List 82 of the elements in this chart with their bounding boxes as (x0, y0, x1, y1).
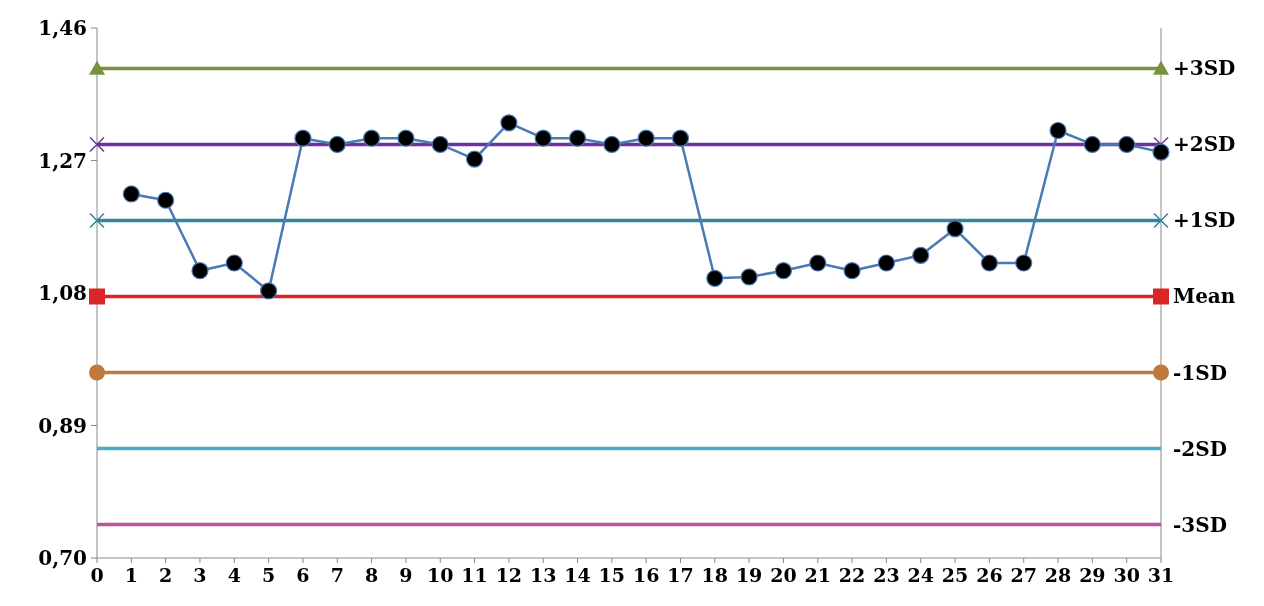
point (225, 254, 243, 272)
point (1153, 364, 1169, 381)
point (260, 282, 278, 300)
point (328, 135, 346, 154)
x-tick-label: 26 (976, 564, 1003, 586)
x-tick-label: 12 (495, 564, 523, 586)
point (157, 191, 175, 209)
x-tick-label: 15 (598, 564, 626, 586)
point (843, 262, 861, 280)
x-tick-label: 24 (907, 564, 934, 586)
series-label: Mean (1173, 284, 1236, 309)
point (122, 185, 140, 203)
point (89, 364, 105, 381)
point (637, 129, 655, 147)
point (1118, 135, 1136, 154)
x-tick-label: 17 (667, 564, 694, 586)
x-tick-label: 13 (529, 564, 557, 586)
point (191, 262, 209, 280)
point (465, 150, 484, 168)
x-tick-label: 1 (124, 564, 138, 586)
x-tick-label: 25 (941, 564, 969, 586)
x-tick-label: 10 (427, 564, 454, 586)
x-tick-label: 22 (838, 564, 866, 586)
x-tick-label: 0 (90, 564, 104, 586)
point (1015, 254, 1033, 272)
point (568, 129, 587, 147)
x-tick-label: 29 (1079, 564, 1106, 586)
x-tick-label: 20 (770, 564, 797, 586)
point (397, 129, 415, 147)
series-label: -1SD (1173, 360, 1228, 385)
series-label: -2SD (1173, 436, 1228, 461)
x-tick-label: 2 (159, 564, 173, 586)
x-tick-label: 28 (1044, 564, 1072, 586)
x-tick-label: 3 (193, 564, 207, 586)
x-tick-label: 18 (701, 564, 729, 586)
point (89, 212, 105, 229)
y-tick-label: 1,08 (38, 281, 87, 305)
x-tick-label: 4 (227, 564, 241, 586)
x-tick-label: 23 (873, 564, 900, 586)
point (431, 135, 449, 154)
point (706, 269, 724, 287)
series-label: +3SD (1173, 56, 1236, 81)
x-tick-label: 14 (564, 564, 591, 586)
point (1049, 121, 1067, 140)
point (603, 135, 621, 154)
point (534, 129, 552, 147)
point (1153, 212, 1169, 229)
point (89, 288, 105, 305)
y-tick-label: 0,70 (38, 546, 87, 570)
y-tick-label: 1,46 (38, 16, 87, 40)
y-tick-label: 0,89 (38, 413, 87, 438)
series-label: -3SD (1173, 512, 1228, 537)
point (809, 254, 827, 272)
x-tick-label: 16 (632, 564, 660, 586)
point (1152, 143, 1170, 161)
point (671, 129, 690, 147)
point (980, 254, 998, 272)
y-tick-label: 1,27 (38, 148, 87, 173)
point (362, 129, 381, 147)
series-label: +2SD (1173, 132, 1236, 157)
point (877, 254, 896, 272)
point (740, 268, 758, 286)
x-tick-label: 27 (1010, 564, 1037, 586)
x-tick-label: 31 (1147, 564, 1175, 586)
x-tick-label: 6 (296, 564, 310, 586)
x-tick-label: 21 (804, 564, 831, 586)
x-tick-label: 9 (399, 564, 413, 586)
x-tick-label: 7 (330, 564, 344, 586)
point (89, 136, 105, 153)
x-tick-label: 19 (735, 564, 763, 586)
series-label: +1SD (1173, 208, 1236, 233)
point (1083, 135, 1101, 154)
x-tick-label: 11 (461, 564, 488, 586)
point (500, 114, 518, 132)
point (912, 246, 930, 264)
x-tick-label: 30 (1113, 564, 1140, 586)
x-tick-label: 8 (364, 564, 379, 586)
x-tick-label: 5 (262, 564, 276, 586)
point (946, 220, 964, 238)
point (294, 129, 312, 147)
point (1153, 288, 1169, 305)
point (774, 262, 793, 280)
